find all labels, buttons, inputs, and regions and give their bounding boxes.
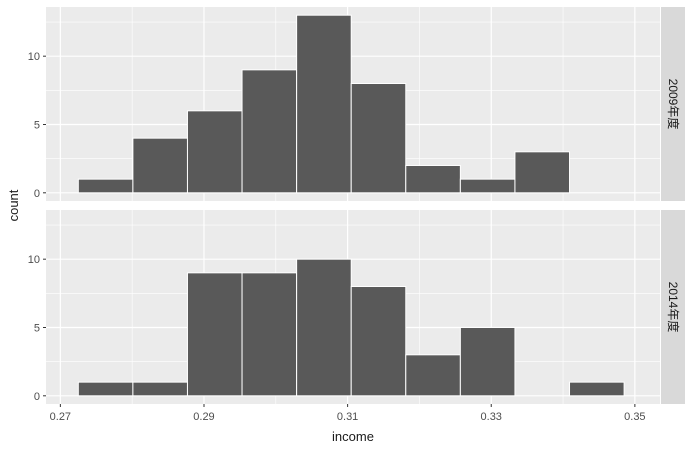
histogram-bar [186,110,243,194]
x-tick-label: 0.31 [337,411,358,423]
y-tick-label: 0 [34,188,40,200]
histogram-bar [459,326,516,397]
y-tick-label: 0 [34,391,40,403]
histogram-bar [296,14,352,194]
y-tick-label: 5 [34,322,40,334]
histogram-bar [77,381,134,397]
y-tick-label: 10 [28,254,40,266]
x-tick-label: 0.27 [50,411,71,423]
y-tick-label: 10 [28,51,40,63]
histogram-bar [296,258,352,397]
histogram-bar [132,137,188,194]
histogram-bar [405,354,461,397]
facet-strip-label: 2009年度 [666,79,681,130]
x-tick-label: 0.29 [193,411,214,423]
histogram-bar [514,151,571,194]
y-tick-label: 5 [34,119,40,131]
x-tick-label: 0.35 [624,411,645,423]
histogram-bar [186,272,243,397]
histogram-bar [241,272,298,397]
facet-strip-1 [661,7,685,201]
x-tick-label: 0.33 [481,411,502,423]
histogram-bar [569,381,625,397]
histogram-bar [405,164,461,194]
histogram-bar [132,381,188,397]
histogram-bar [459,178,516,194]
histogram-bar [241,69,298,194]
histogram-bar [350,286,407,397]
histogram-bar [77,178,134,194]
histogram-bar [350,83,407,194]
facet-strip-label: 2014年度 [666,282,681,333]
facet-strip-2 [661,210,685,404]
x-axis-title: income [332,429,374,444]
y-axis-title: count [6,189,21,221]
